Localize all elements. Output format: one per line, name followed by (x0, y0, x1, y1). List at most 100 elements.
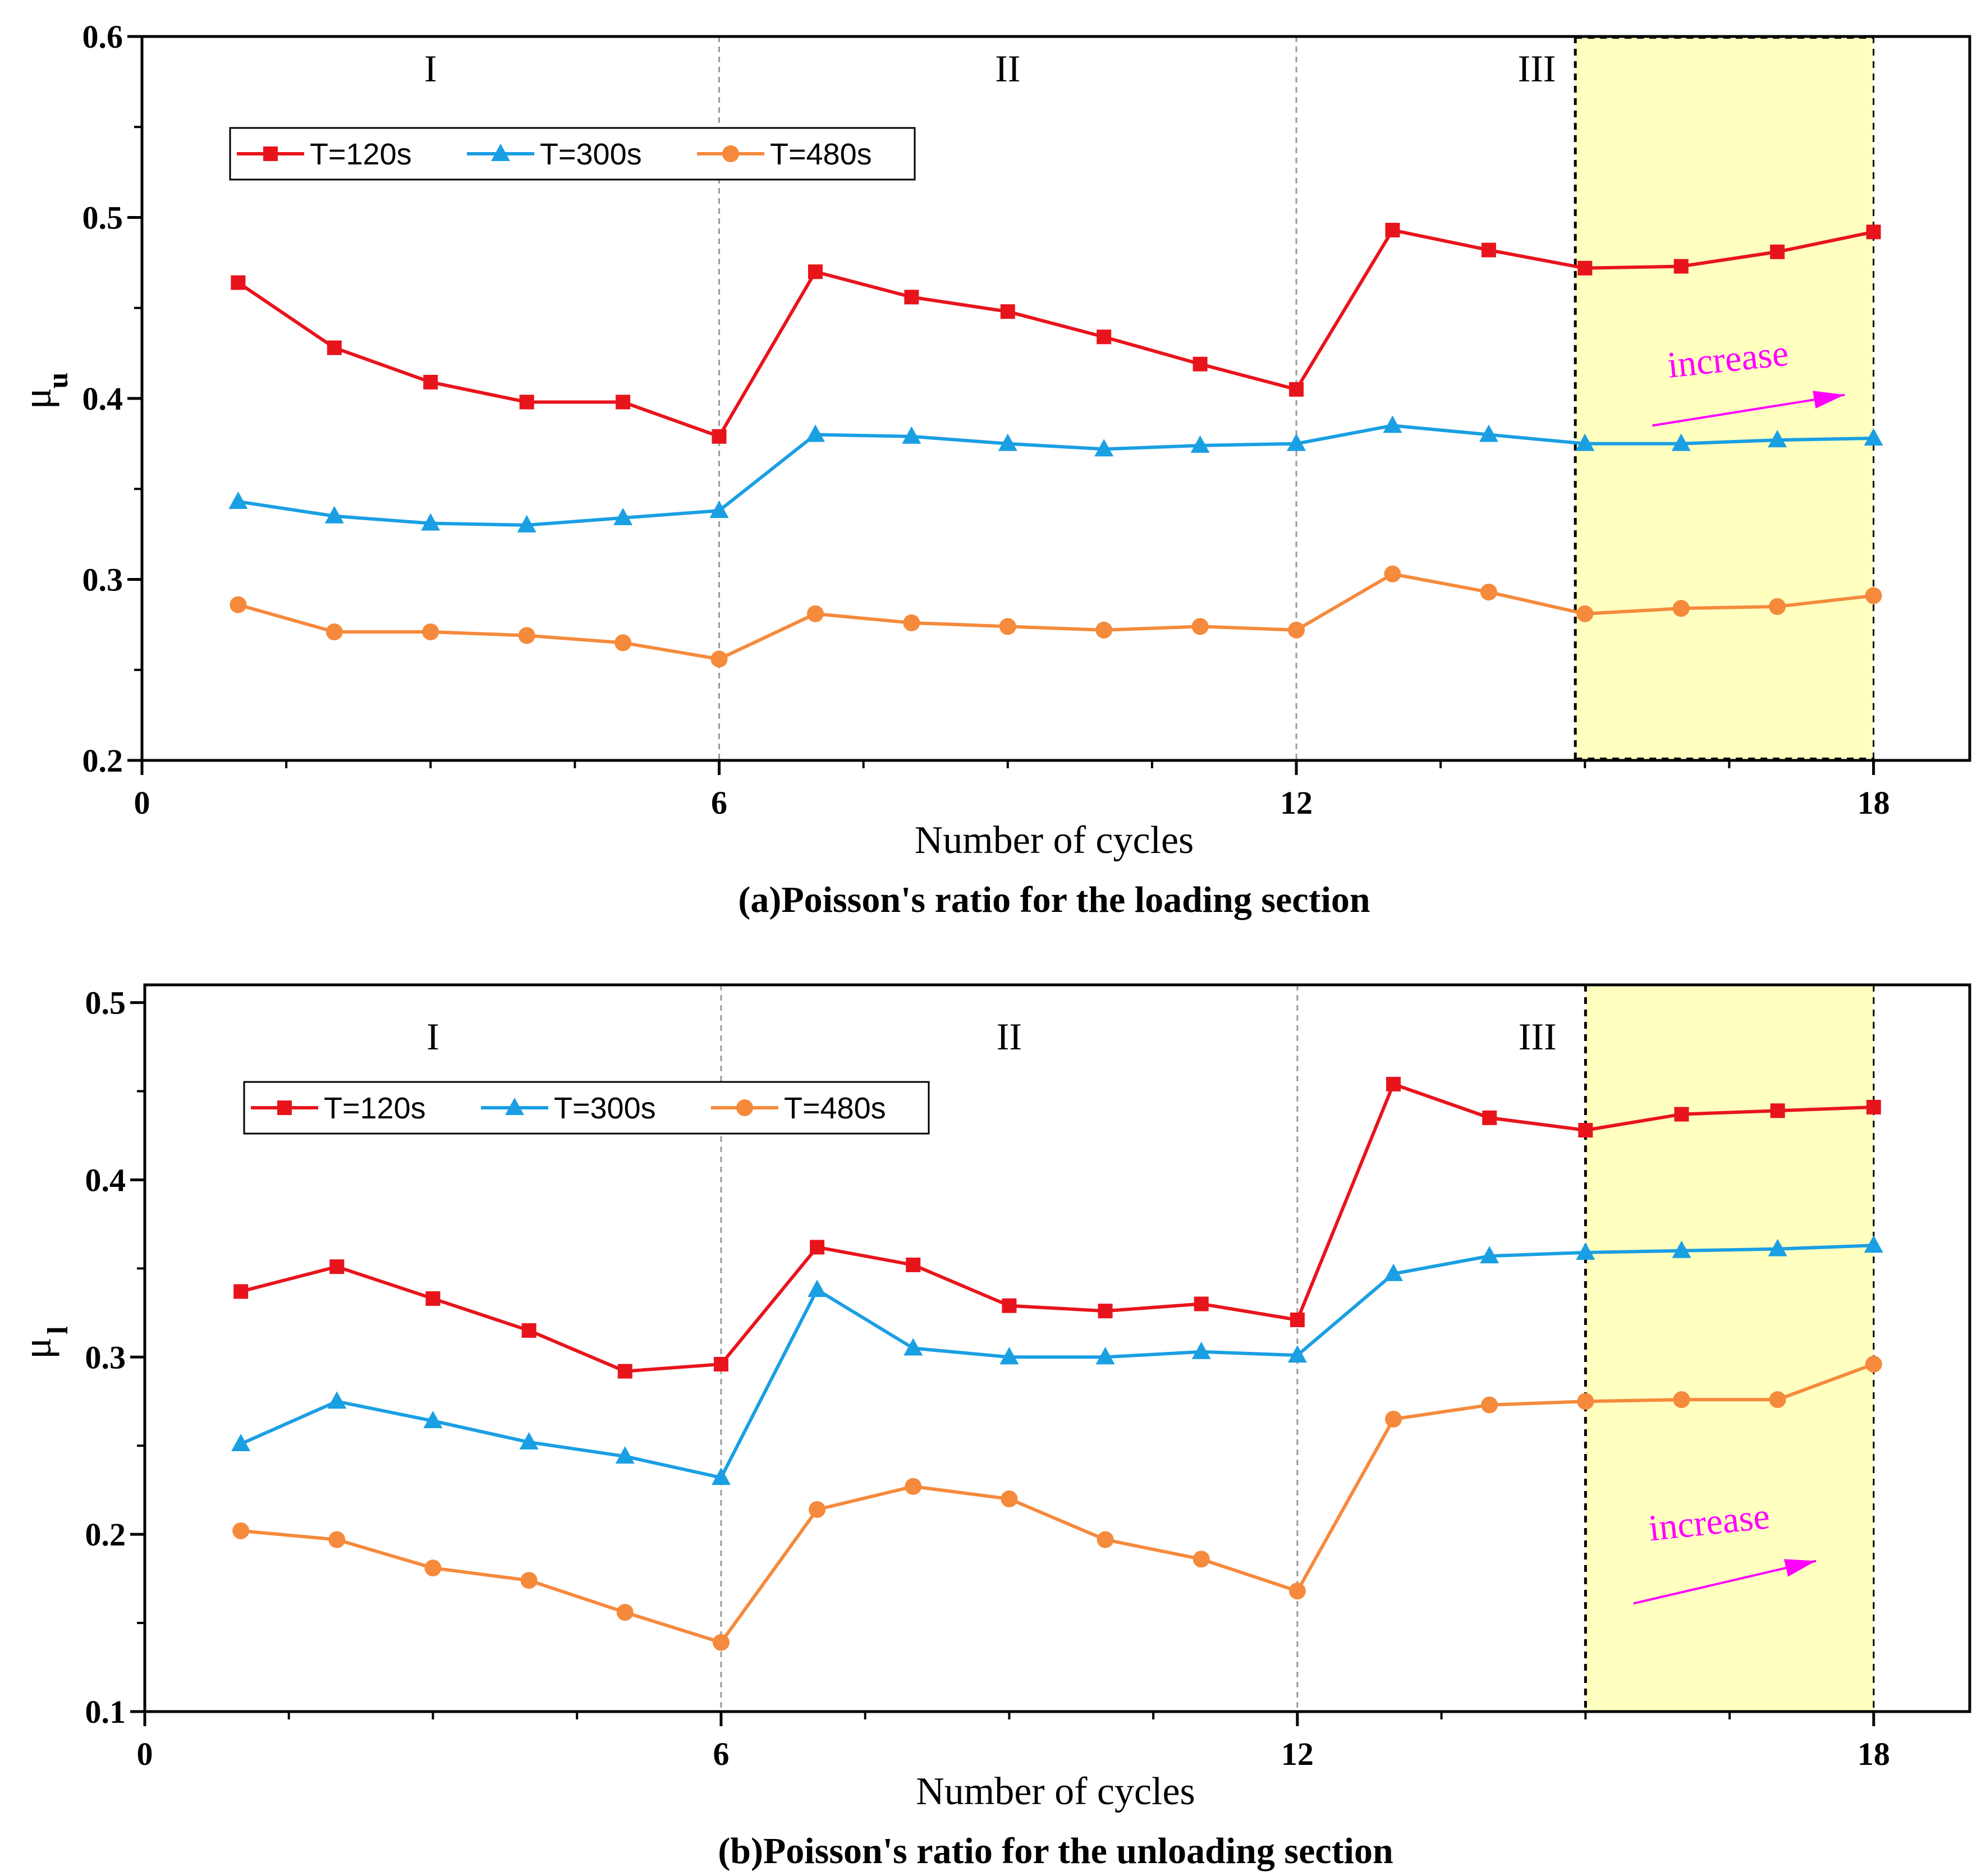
panel-b-increase-arrow-head (1783, 1559, 1817, 1577)
panel-b-series-t120s-point (521, 1323, 536, 1338)
panel-a-series-t480s-point (518, 627, 535, 644)
panel-b-series-t300s-point (1095, 1347, 1115, 1365)
panel-b-highlight-region (1585, 985, 1874, 1712)
panel-a-series-t120s-point (808, 264, 823, 279)
panel-b-series-t300s-point (999, 1347, 1019, 1365)
panel-a-series-t480s-point (230, 596, 247, 613)
panel-b-series-t120s-point (617, 1364, 632, 1379)
panel-b-series-t300s-point (903, 1338, 923, 1356)
panel-b-series-t120s-point (1002, 1298, 1017, 1313)
panel-a-series-t480s-point (710, 650, 728, 668)
panel-a-series-t300s-point (517, 515, 536, 533)
panel-b: 0.10.20.30.40.50 6 12 18I II IIIincreaseT=120… (15, 983, 1971, 1872)
panel-a-series-t300s-point (1287, 433, 1306, 451)
panel-b-series-t480s-point (424, 1559, 442, 1577)
panel-b-series-t120s-point (1098, 1304, 1113, 1319)
panel-b-series-t300s-point (615, 1446, 635, 1464)
panel-b-y-tick-label: 0.2 (85, 1516, 126, 1553)
panel-b-series-t300s-point (423, 1411, 443, 1428)
panel-b-series-t120s-point (233, 1284, 249, 1299)
panel-a-series-t480s-point (1576, 605, 1594, 622)
panel-b-series-t120s-point (1482, 1110, 1497, 1125)
panel-a-series-t300s-point (1479, 424, 1498, 442)
panel-a-series-t120s-point (1385, 223, 1400, 238)
panel-a-series-t120s-point (423, 374, 438, 389)
panel-b-series-t120s-point (1674, 1107, 1689, 1122)
panel-a-legend-box (229, 127, 916, 181)
panel-a-legend-marker (722, 145, 739, 162)
panel-a-series-t300s-point (1094, 439, 1114, 457)
panel-b-x-axis-title: Number of cycles (916, 1770, 1195, 1813)
panel-a-series-t300s-point (1768, 430, 1787, 448)
panel-b-series-t120s-line (240, 1082, 1874, 1373)
panel-a-series-t300s-point (998, 433, 1017, 451)
panel-b-legend: T=120s T=300s T=480s (243, 1081, 930, 1135)
panel-a-series-t300s-point (902, 426, 921, 444)
panel-b-series-t120s-point (713, 1356, 728, 1372)
panel-a-series-t120s-point (1289, 382, 1304, 397)
panel-a-series-t120s-point (1481, 242, 1496, 258)
panel-b-series-t300s-point (1480, 1246, 1499, 1264)
panel-a-series-t120s-point (1577, 260, 1593, 276)
panel-b-plot-frame (143, 983, 1971, 1713)
panel-b-x-tick-label: 18 (1857, 1736, 1890, 1772)
panel-a-series-t480s-point (1191, 618, 1209, 635)
panel-b-series-t480s-point (1192, 1551, 1210, 1568)
panel-b-series-t300s-point (231, 1434, 251, 1452)
panel-a-series-t480s-point (1672, 600, 1690, 617)
panel-a-y-axis-title: μ (15, 388, 59, 410)
panel-b-legend-label: T=120s (324, 1091, 426, 1125)
panel-b-series-t300s-point (327, 1391, 347, 1409)
panel-b-series-t480s-point (1481, 1396, 1498, 1414)
panel-a-series-t120s-point (1000, 304, 1015, 319)
panel-b-increase-arrow-shaft (1633, 1559, 1817, 1605)
panel-b-legend-label: T=480s (784, 1091, 886, 1125)
panel-b-legend-marker (736, 1099, 753, 1116)
panel-b-series-t300s-point (1672, 1240, 1691, 1258)
panel-a-series-t300s-line (237, 424, 1874, 527)
panel-a-series-t120s-point (519, 395, 534, 410)
panel-a-series-t480s-point (1288, 621, 1305, 639)
panel-a-series-t300s-point (228, 491, 248, 509)
panel-a-y-tick-label: 0.4 (82, 380, 123, 417)
panel-b-stage-label-III: III (1519, 1015, 1557, 1058)
panel-b-series-t300s-point (1384, 1263, 1403, 1281)
panel-a-series-t480s-point (903, 614, 920, 631)
panel-b-y-axis-title-subscript: l (42, 1326, 74, 1334)
panel-b-series-t120s-point (329, 1259, 345, 1274)
panel-b-series-t120s-point (1386, 1076, 1401, 1091)
panel-a-series-t120s-point (904, 290, 919, 305)
panel-b-y-tick-label: 0.3 (85, 1339, 126, 1375)
panel-b-series-t120s-point (1290, 1312, 1305, 1327)
panel-b-legend-marker (505, 1098, 524, 1115)
panel-b-series-t480s-point (1577, 1393, 1594, 1410)
panel-a-series-t120s-point (1097, 329, 1112, 345)
panel-a-series-t300s-point (1190, 435, 1210, 453)
panel-b-series-t120s-point (906, 1258, 921, 1273)
panel-b-x-tick-label: 12 (1281, 1736, 1314, 1772)
panel-a-y-tick-label: 0.6 (82, 19, 123, 55)
panel-b-legend-box (243, 1081, 930, 1135)
panel-b-series-t480s-point (1769, 1391, 1786, 1409)
panel-a-x-tick-label: 12 (1280, 785, 1313, 821)
panel-a-series-t120s-point (1866, 224, 1881, 240)
panel-b-series-t480s-point (1001, 1490, 1018, 1507)
panel-a-series-t300s-point (613, 507, 633, 525)
panel-a-y-axis-title-subscript: u (42, 373, 74, 389)
panel-a-series-t300s-point (1864, 428, 1883, 446)
panel-a-series-t120s-point (1192, 356, 1208, 371)
panel-a-y-tick-label: 0.3 (82, 562, 123, 598)
panel-b-series-t120s-point (810, 1240, 825, 1255)
panel-a-series-t480s-point (422, 623, 439, 641)
panel-a-series-t480s-point (999, 618, 1016, 635)
panel-a-legend-label: T=120s (310, 137, 412, 171)
panel-b-series-t480s-line (240, 1363, 1874, 1644)
panel-a-y-tick-label: 0.2 (82, 742, 123, 779)
panel-a-legend-marker (491, 144, 510, 161)
panel-b-x-tick-label: 0 (137, 1736, 153, 1772)
panel-b-series-t120s-point (1578, 1123, 1593, 1137)
panel-a-legend: T=120s T=300s T=480s (229, 127, 916, 181)
panel-a-series-t120s-point (1673, 259, 1689, 274)
panel-a-series-t480s-line (237, 572, 1874, 661)
panel-a-series-t480s-point (614, 634, 632, 652)
